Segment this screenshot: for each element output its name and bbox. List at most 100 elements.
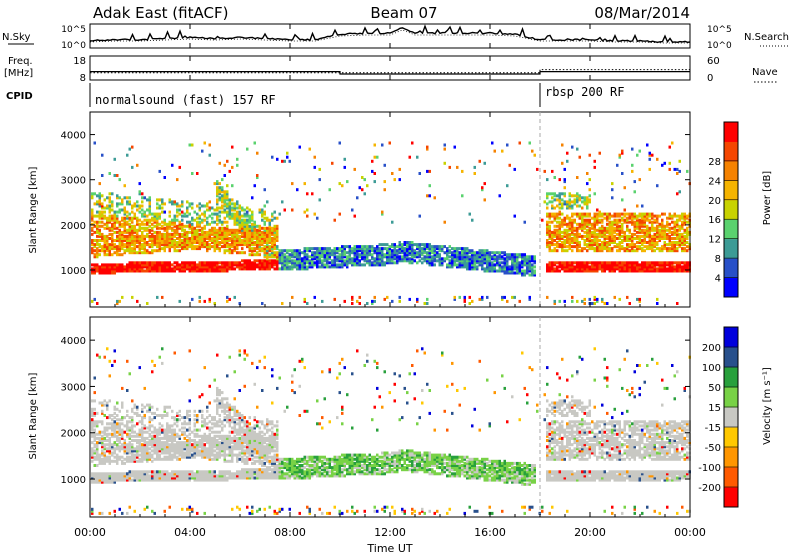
range-cell xyxy=(238,263,241,267)
range-cell xyxy=(533,257,536,261)
range-cell xyxy=(233,214,236,218)
range-cell xyxy=(651,269,654,273)
range-cell xyxy=(586,172,589,175)
range-cell xyxy=(481,253,484,257)
range-cell xyxy=(206,237,209,240)
range-cell xyxy=(511,261,514,265)
range-cell xyxy=(151,239,154,242)
range-cell xyxy=(176,472,179,476)
range-cell xyxy=(601,224,604,228)
range-cell xyxy=(183,478,186,482)
range-cell xyxy=(423,255,426,259)
range-cell xyxy=(433,247,436,251)
range-cell xyxy=(153,441,156,445)
range-cell xyxy=(598,226,601,230)
range-cell xyxy=(488,251,491,255)
range-cell xyxy=(388,245,391,249)
range-cell xyxy=(296,265,299,269)
range-cell xyxy=(568,228,571,232)
range-cell xyxy=(191,261,194,265)
range-cell xyxy=(648,239,651,242)
range-cell xyxy=(426,243,429,247)
range-cell xyxy=(363,178,366,182)
range-cell xyxy=(136,451,139,455)
range-cell xyxy=(111,459,114,463)
range-cell xyxy=(311,192,314,196)
range-cell xyxy=(126,263,129,267)
range-cell xyxy=(436,255,439,259)
range-cell xyxy=(121,216,124,220)
range-cell xyxy=(553,216,556,220)
range-cell xyxy=(196,267,199,271)
range-cell xyxy=(196,212,199,216)
range-cell xyxy=(163,441,166,445)
range-cell xyxy=(151,218,154,222)
range-cell xyxy=(671,249,674,253)
range-cell xyxy=(168,198,171,202)
range-cell xyxy=(511,255,514,259)
range-cell xyxy=(91,472,94,476)
range-cell xyxy=(151,267,154,271)
range-cell xyxy=(636,297,639,301)
range-cell xyxy=(98,459,101,463)
range-cell xyxy=(98,194,101,198)
range-cell xyxy=(461,169,464,173)
range-cell xyxy=(108,251,111,255)
range-cell xyxy=(561,222,564,226)
range-cell xyxy=(566,206,569,210)
range-cell xyxy=(96,424,99,428)
range-cell xyxy=(98,430,101,434)
range-cell xyxy=(106,249,109,253)
range-cell xyxy=(458,257,461,261)
range-cell xyxy=(121,234,124,238)
range-cell xyxy=(178,472,181,476)
range-cell xyxy=(313,257,316,261)
range-cell xyxy=(253,224,256,228)
range-cell xyxy=(228,202,231,206)
range-cell xyxy=(651,234,654,238)
range-cell xyxy=(173,430,176,434)
range-cell xyxy=(438,249,441,253)
range-cell xyxy=(263,230,266,234)
range-cell xyxy=(213,212,216,216)
range-cell xyxy=(488,255,491,259)
range-cell xyxy=(421,247,424,251)
range-cell xyxy=(428,253,431,257)
range-cell xyxy=(233,230,236,234)
range-cell xyxy=(273,228,276,232)
range-cell xyxy=(553,194,556,198)
range-cell xyxy=(558,224,561,228)
range-cell xyxy=(153,474,156,478)
range-cell xyxy=(643,241,646,244)
range-cell xyxy=(641,212,644,216)
range-cell xyxy=(141,403,144,407)
range-cell xyxy=(146,251,149,255)
range-cell xyxy=(553,243,556,247)
range-cell xyxy=(168,261,171,265)
range-cell xyxy=(141,459,144,463)
range-cell xyxy=(161,416,164,420)
range-cell xyxy=(118,234,121,238)
freq-line xyxy=(90,71,690,75)
range-cell xyxy=(108,443,111,447)
range-cell xyxy=(663,269,666,273)
range-cell xyxy=(101,436,104,440)
range-cell xyxy=(168,426,171,430)
range-cell xyxy=(208,208,211,212)
range-cell xyxy=(216,202,219,206)
range-cell xyxy=(148,474,151,478)
range-cell xyxy=(413,253,416,257)
range-cell xyxy=(166,411,169,415)
range-cell xyxy=(121,218,124,222)
range-cell xyxy=(133,455,136,459)
range-cell xyxy=(671,265,674,269)
range-cell xyxy=(578,261,581,265)
range-cell xyxy=(641,214,644,218)
range-cell xyxy=(96,269,99,273)
range-cell xyxy=(121,478,124,482)
range-cell xyxy=(686,263,689,267)
range-cell xyxy=(213,208,216,212)
range-cell xyxy=(633,224,636,228)
range-cell xyxy=(676,234,679,238)
range-cell xyxy=(268,253,271,257)
